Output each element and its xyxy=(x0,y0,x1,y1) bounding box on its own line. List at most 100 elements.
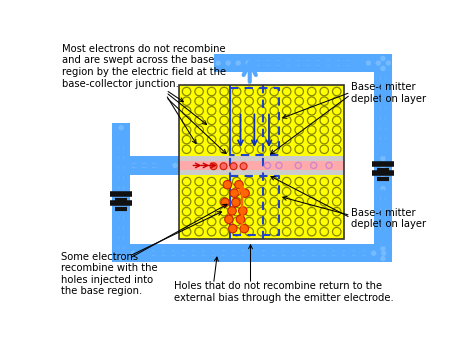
Circle shape xyxy=(240,224,248,233)
Circle shape xyxy=(119,235,124,240)
Circle shape xyxy=(119,125,124,130)
Circle shape xyxy=(232,198,240,207)
Circle shape xyxy=(276,60,281,66)
Circle shape xyxy=(361,251,367,256)
Bar xyxy=(179,156,345,161)
Circle shape xyxy=(325,60,331,66)
Circle shape xyxy=(316,60,321,66)
Bar xyxy=(179,170,345,175)
Circle shape xyxy=(351,251,356,256)
Circle shape xyxy=(380,236,386,241)
Circle shape xyxy=(380,206,386,211)
Circle shape xyxy=(331,251,336,256)
Circle shape xyxy=(142,163,148,168)
Circle shape xyxy=(141,251,146,256)
Circle shape xyxy=(210,163,217,170)
Circle shape xyxy=(228,224,237,233)
Bar xyxy=(179,175,345,239)
Circle shape xyxy=(220,163,227,170)
Bar xyxy=(129,244,390,263)
Circle shape xyxy=(223,181,232,189)
Circle shape xyxy=(171,251,176,256)
Circle shape xyxy=(380,136,386,141)
Text: Base-emitter
depletion layer: Base-emitter depletion layer xyxy=(351,82,426,104)
Circle shape xyxy=(386,60,391,66)
Circle shape xyxy=(271,251,276,256)
Circle shape xyxy=(239,207,247,215)
Circle shape xyxy=(255,60,261,66)
Circle shape xyxy=(301,251,306,256)
Circle shape xyxy=(152,163,158,168)
Circle shape xyxy=(380,156,386,161)
Bar xyxy=(179,84,345,156)
Circle shape xyxy=(119,135,124,140)
Circle shape xyxy=(221,198,229,207)
Circle shape xyxy=(119,165,124,170)
Circle shape xyxy=(119,205,124,210)
Circle shape xyxy=(355,60,361,66)
Circle shape xyxy=(161,251,166,256)
Circle shape xyxy=(119,225,124,231)
Circle shape xyxy=(380,56,386,61)
Circle shape xyxy=(131,251,136,256)
Circle shape xyxy=(228,207,236,215)
Circle shape xyxy=(225,215,233,224)
Circle shape xyxy=(285,60,291,66)
Circle shape xyxy=(380,66,386,71)
Bar xyxy=(130,156,179,175)
Circle shape xyxy=(236,215,245,224)
Circle shape xyxy=(201,251,206,256)
Circle shape xyxy=(380,106,386,111)
Circle shape xyxy=(119,195,124,201)
Circle shape xyxy=(371,251,376,256)
Circle shape xyxy=(341,251,347,256)
Circle shape xyxy=(119,145,124,150)
Circle shape xyxy=(221,251,226,256)
Circle shape xyxy=(151,251,156,256)
Circle shape xyxy=(231,251,236,256)
Circle shape xyxy=(172,163,178,168)
Circle shape xyxy=(226,60,231,66)
Circle shape xyxy=(380,126,386,131)
Circle shape xyxy=(230,189,239,197)
Circle shape xyxy=(311,251,316,256)
Circle shape xyxy=(119,245,124,251)
Circle shape xyxy=(235,181,243,189)
Circle shape xyxy=(240,163,247,170)
Circle shape xyxy=(215,60,221,66)
Circle shape xyxy=(366,60,371,66)
Circle shape xyxy=(381,251,386,256)
Circle shape xyxy=(380,196,386,201)
Circle shape xyxy=(380,116,386,121)
Text: Base-emitter
depletion layer: Base-emitter depletion layer xyxy=(351,208,426,230)
Circle shape xyxy=(119,255,124,260)
Bar xyxy=(179,156,345,175)
Circle shape xyxy=(266,60,271,66)
Circle shape xyxy=(251,251,256,256)
Circle shape xyxy=(211,251,216,256)
Circle shape xyxy=(291,251,297,256)
Circle shape xyxy=(181,251,186,256)
Circle shape xyxy=(380,216,386,221)
Bar xyxy=(179,84,345,239)
Bar xyxy=(179,158,345,173)
Circle shape xyxy=(321,251,326,256)
Circle shape xyxy=(235,60,241,66)
Circle shape xyxy=(380,226,386,231)
Text: Holes that do not recombine return to the
external bias through the emitter elec: Holes that do not recombine return to th… xyxy=(174,281,393,302)
Circle shape xyxy=(346,60,351,66)
Bar xyxy=(112,123,130,262)
Circle shape xyxy=(380,76,386,81)
Text: Most electrons do not recombine
and are swept across the base
region by the elec: Most electrons do not recombine and are … xyxy=(62,44,226,89)
Circle shape xyxy=(380,246,386,251)
Circle shape xyxy=(119,185,124,190)
Circle shape xyxy=(380,176,386,181)
Circle shape xyxy=(380,186,386,191)
Circle shape xyxy=(296,60,301,66)
Circle shape xyxy=(132,163,138,168)
Circle shape xyxy=(230,163,237,170)
Bar xyxy=(374,54,392,262)
Circle shape xyxy=(163,163,168,168)
Circle shape xyxy=(119,155,124,161)
Circle shape xyxy=(241,189,249,197)
